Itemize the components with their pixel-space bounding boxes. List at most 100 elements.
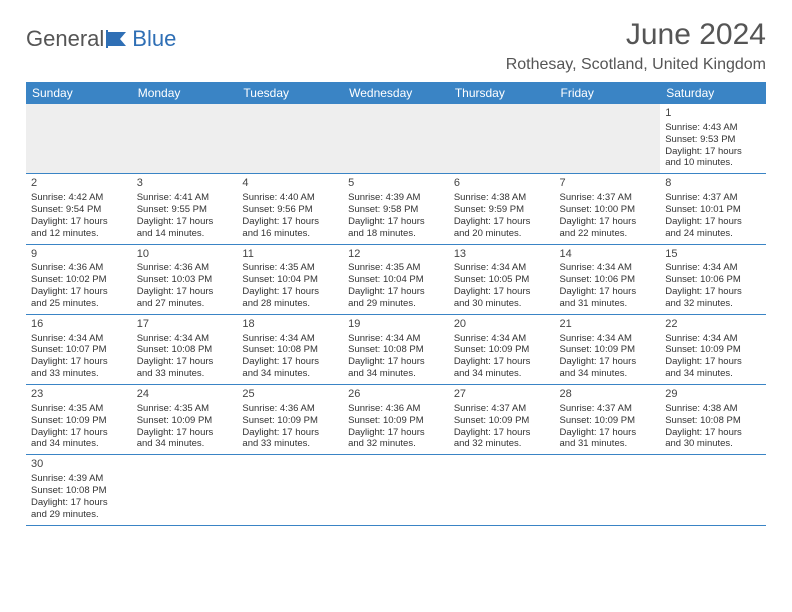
day-line: and 29 minutes. [348,298,444,310]
day-line: Daylight: 17 hours [242,356,338,368]
day-line: Sunset: 10:09 PM [454,415,550,427]
day-cell [555,104,661,174]
day-number: 16 [31,318,127,332]
day-number: 25 [242,388,338,402]
day-cell [660,455,766,525]
day-cell: 9Sunrise: 4:36 AMSunset: 10:02 PMDayligh… [26,244,132,314]
day-cell [237,455,343,525]
day-number: 24 [137,388,233,402]
day-line: Sunset: 10:08 PM [137,344,233,356]
brand-logo: General Blue [26,26,176,52]
day-line: Sunset: 10:08 PM [665,415,761,427]
day-line: Sunset: 10:09 PM [560,415,656,427]
day-line: Daylight: 17 hours [137,427,233,439]
day-line: Sunrise: 4:34 AM [242,333,338,345]
brand-part2: Blue [132,26,176,52]
calendar-header: SundayMondayTuesdayWednesdayThursdayFrid… [26,82,766,104]
day-number: 12 [348,248,444,262]
day-line: Daylight: 17 hours [31,427,127,439]
location-text: Rothesay, Scotland, United Kingdom [506,56,766,74]
day-cell: 12Sunrise: 4:35 AMSunset: 10:04 PMDaylig… [343,244,449,314]
day-line: and 34 minutes. [137,438,233,450]
day-cell [237,104,343,174]
day-line: Sunset: 10:00 PM [560,204,656,216]
day-line: Daylight: 17 hours [454,286,550,298]
day-line: Daylight: 17 hours [560,356,656,368]
day-cell: 16Sunrise: 4:34 AMSunset: 10:07 PMDaylig… [26,314,132,384]
day-line: Sunrise: 4:40 AM [242,192,338,204]
day-line: and 30 minutes. [454,298,550,310]
dayname-2: Tuesday [237,82,343,104]
day-number: 18 [242,318,338,332]
day-line: Sunrise: 4:36 AM [31,262,127,274]
day-cell [449,455,555,525]
day-line: Daylight: 17 hours [137,286,233,298]
day-cell: 24Sunrise: 4:35 AMSunset: 10:09 PMDaylig… [132,385,238,455]
day-line: Daylight: 17 hours [242,216,338,228]
day-number: 13 [454,248,550,262]
day-line: Daylight: 17 hours [454,216,550,228]
day-line: Sunset: 10:09 PM [242,415,338,427]
day-line: and 14 minutes. [137,228,233,240]
day-line: Daylight: 17 hours [348,216,444,228]
week-row: 16Sunrise: 4:34 AMSunset: 10:07 PMDaylig… [26,314,766,384]
day-line: Sunrise: 4:34 AM [665,333,761,345]
day-cell: 15Sunrise: 4:34 AMSunset: 10:06 PMDaylig… [660,244,766,314]
dayname-1: Monday [132,82,238,104]
day-number: 8 [665,177,761,191]
day-cell: 7Sunrise: 4:37 AMSunset: 10:00 PMDayligh… [555,174,661,244]
day-line: Sunrise: 4:35 AM [31,403,127,415]
day-line: Daylight: 17 hours [348,356,444,368]
day-line: Daylight: 17 hours [137,356,233,368]
calendar-body: 1Sunrise: 4:43 AMSunset: 9:53 PMDaylight… [26,104,766,525]
day-line: Sunset: 9:58 PM [348,204,444,216]
day-line: Sunset: 10:01 PM [665,204,761,216]
day-line: Daylight: 17 hours [31,497,127,509]
day-number: 28 [560,388,656,402]
day-number: 23 [31,388,127,402]
day-cell: 18Sunrise: 4:34 AMSunset: 10:08 PMDaylig… [237,314,343,384]
day-cell: 29Sunrise: 4:38 AMSunset: 10:08 PMDaylig… [660,385,766,455]
day-cell: 14Sunrise: 4:34 AMSunset: 10:06 PMDaylig… [555,244,661,314]
day-line: Sunrise: 4:35 AM [137,403,233,415]
day-line: Sunset: 10:07 PM [31,344,127,356]
day-line: Sunrise: 4:36 AM [242,403,338,415]
day-line: Daylight: 17 hours [454,427,550,439]
day-line: Sunset: 10:09 PM [454,344,550,356]
day-line: Sunset: 10:09 PM [348,415,444,427]
day-number: 11 [242,248,338,262]
day-number: 19 [348,318,444,332]
day-line: Sunset: 10:08 PM [31,485,127,497]
day-line: Sunrise: 4:34 AM [454,333,550,345]
day-line: and 33 minutes. [137,368,233,380]
day-line: Daylight: 17 hours [348,427,444,439]
day-line: Sunrise: 4:38 AM [454,192,550,204]
day-line: Sunrise: 4:34 AM [454,262,550,274]
dayname-4: Thursday [449,82,555,104]
day-line: Sunset: 10:06 PM [665,274,761,286]
day-cell: 27Sunrise: 4:37 AMSunset: 10:09 PMDaylig… [449,385,555,455]
day-number: 29 [665,388,761,402]
flag-icon [106,30,130,48]
day-line: Sunset: 9:56 PM [242,204,338,216]
day-line: Sunset: 10:09 PM [665,344,761,356]
day-line: Sunrise: 4:38 AM [665,403,761,415]
day-line: Daylight: 17 hours [560,286,656,298]
day-line: and 32 minutes. [665,298,761,310]
day-line: Sunset: 10:04 PM [348,274,444,286]
day-line: Sunrise: 4:34 AM [31,333,127,345]
day-line: Sunrise: 4:34 AM [560,262,656,274]
day-line: Sunset: 10:05 PM [454,274,550,286]
week-row: 30Sunrise: 4:39 AMSunset: 10:08 PMDaylig… [26,455,766,525]
day-cell [26,104,132,174]
day-line: Sunrise: 4:39 AM [31,473,127,485]
week-row: 9Sunrise: 4:36 AMSunset: 10:02 PMDayligh… [26,244,766,314]
day-cell [343,104,449,174]
day-cell: 26Sunrise: 4:36 AMSunset: 10:09 PMDaylig… [343,385,449,455]
day-line: and 31 minutes. [560,438,656,450]
day-line: Sunset: 9:55 PM [137,204,233,216]
day-number: 4 [242,177,338,191]
day-line: Sunrise: 4:34 AM [348,333,444,345]
day-line: Daylight: 17 hours [137,216,233,228]
day-number: 2 [31,177,127,191]
